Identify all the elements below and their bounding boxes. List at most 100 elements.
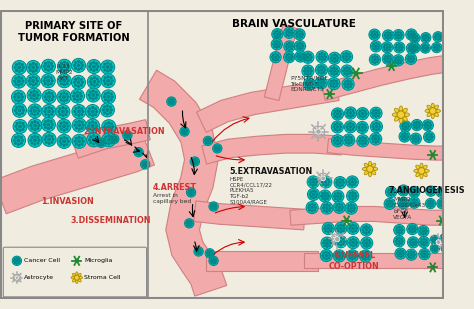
Circle shape (14, 260, 15, 261)
Circle shape (329, 240, 330, 241)
Circle shape (368, 232, 370, 233)
Circle shape (393, 236, 405, 247)
Circle shape (339, 198, 341, 200)
Circle shape (28, 133, 42, 147)
Circle shape (100, 139, 102, 141)
Circle shape (188, 222, 190, 224)
Circle shape (409, 45, 410, 47)
Circle shape (390, 47, 391, 48)
Circle shape (20, 99, 22, 101)
Circle shape (91, 110, 94, 113)
Circle shape (429, 108, 436, 114)
Circle shape (402, 202, 405, 204)
Circle shape (356, 242, 357, 243)
Circle shape (114, 141, 115, 142)
Circle shape (427, 190, 428, 192)
Circle shape (96, 78, 98, 80)
Circle shape (112, 139, 114, 141)
Circle shape (423, 253, 426, 255)
Circle shape (46, 141, 47, 143)
Circle shape (325, 230, 327, 232)
Circle shape (323, 80, 324, 81)
Circle shape (15, 83, 17, 85)
Circle shape (406, 43, 418, 54)
Text: Astrocyte: Astrocyte (24, 275, 55, 280)
Circle shape (415, 141, 417, 143)
Circle shape (173, 103, 174, 104)
Circle shape (363, 242, 364, 244)
Circle shape (355, 239, 356, 241)
Circle shape (107, 113, 109, 115)
Circle shape (64, 70, 65, 71)
Circle shape (376, 61, 378, 63)
Circle shape (397, 111, 405, 118)
Circle shape (111, 138, 112, 140)
Circle shape (109, 63, 111, 65)
Circle shape (123, 131, 132, 140)
Circle shape (18, 135, 19, 137)
Circle shape (368, 226, 370, 228)
Circle shape (346, 250, 358, 262)
Circle shape (384, 35, 385, 36)
Circle shape (372, 112, 373, 114)
Circle shape (432, 237, 433, 239)
Circle shape (437, 239, 438, 240)
Circle shape (324, 245, 325, 246)
Circle shape (59, 141, 61, 142)
Circle shape (343, 182, 345, 184)
Circle shape (405, 122, 406, 124)
Circle shape (21, 64, 23, 66)
Circle shape (67, 96, 69, 98)
Circle shape (420, 228, 422, 230)
Circle shape (401, 205, 402, 206)
Circle shape (410, 191, 412, 193)
Circle shape (416, 124, 418, 126)
Circle shape (400, 32, 401, 34)
Circle shape (391, 35, 392, 36)
Circle shape (421, 239, 422, 240)
Circle shape (81, 84, 82, 86)
Circle shape (320, 249, 332, 262)
Circle shape (334, 116, 336, 117)
Circle shape (169, 103, 170, 104)
Circle shape (276, 43, 278, 45)
Circle shape (398, 240, 401, 242)
Circle shape (432, 250, 434, 251)
Circle shape (402, 251, 403, 252)
Circle shape (308, 188, 319, 201)
Circle shape (350, 116, 351, 117)
Circle shape (92, 129, 93, 131)
Circle shape (432, 136, 433, 138)
Circle shape (31, 113, 33, 115)
Circle shape (424, 47, 426, 49)
Circle shape (370, 121, 383, 133)
Circle shape (214, 148, 215, 149)
Circle shape (362, 253, 364, 254)
Circle shape (418, 236, 429, 248)
Circle shape (410, 226, 411, 227)
Circle shape (307, 74, 309, 75)
Circle shape (22, 139, 24, 141)
Circle shape (337, 243, 339, 245)
Circle shape (66, 62, 68, 64)
Circle shape (318, 67, 320, 68)
Circle shape (95, 113, 96, 115)
Circle shape (414, 47, 416, 49)
Circle shape (309, 80, 310, 81)
Polygon shape (321, 56, 445, 100)
Circle shape (349, 227, 350, 229)
Circle shape (402, 123, 404, 125)
Circle shape (14, 258, 16, 260)
Circle shape (286, 44, 288, 45)
Circle shape (103, 80, 105, 82)
Circle shape (386, 46, 388, 49)
Circle shape (440, 191, 442, 193)
Circle shape (288, 56, 291, 58)
Circle shape (396, 227, 398, 229)
Circle shape (435, 34, 437, 35)
Circle shape (103, 96, 105, 98)
Circle shape (360, 142, 361, 144)
Circle shape (340, 51, 353, 63)
Circle shape (362, 116, 364, 118)
Circle shape (337, 184, 338, 186)
